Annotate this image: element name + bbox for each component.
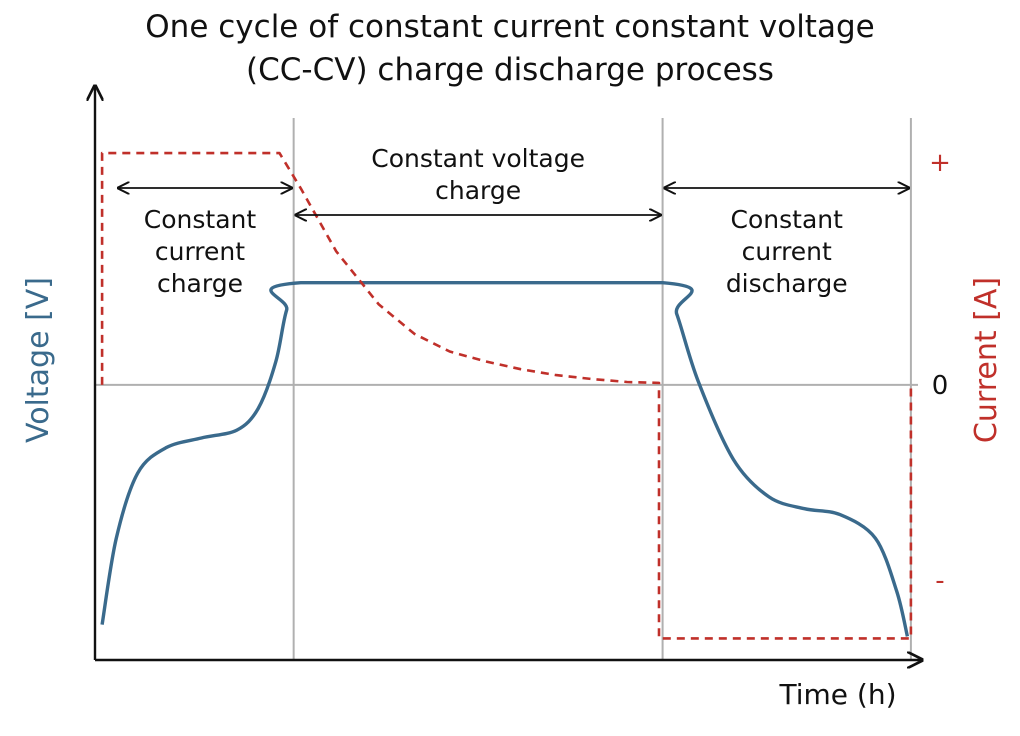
phase-label: Constant [144, 205, 257, 234]
phase-label: discharge [726, 269, 848, 298]
current-series-line [100, 151, 913, 640]
right-axis-ticks: +0 - [929, 148, 951, 596]
chart-title-line-1: One cycle of constant current constant v… [145, 9, 874, 45]
voltage-series-line [100, 281, 910, 637]
chart-title-line-2: (CC-CV) charge discharge process [246, 52, 774, 88]
axes [95, 86, 922, 660]
phase-label: Constant [731, 205, 844, 234]
phase-label: charge [157, 269, 243, 298]
y-axis-right-title: Current [A] [969, 277, 1004, 443]
right-tick-label: - [935, 566, 944, 596]
right-tick-label: 0 [932, 371, 949, 401]
phase-annotations: Constant current charge Constant voltage cha… [118, 144, 909, 298]
y-axis-left-title: Voltage [V] [21, 277, 56, 443]
right-tick-label: + [929, 148, 951, 178]
phase-label: current [742, 237, 832, 266]
phase-label: Constant voltage [371, 144, 585, 173]
x-axis-title: Time (h) [778, 678, 896, 711]
series [100, 151, 913, 640]
phase-label: charge [435, 176, 521, 205]
phase-label: current [155, 237, 245, 266]
